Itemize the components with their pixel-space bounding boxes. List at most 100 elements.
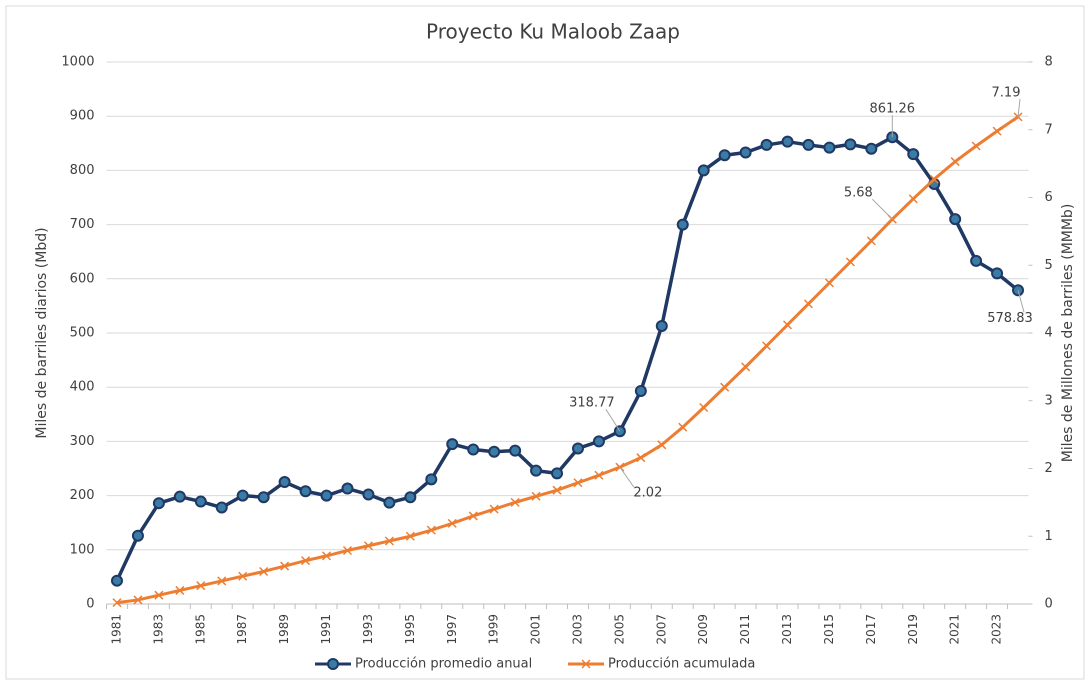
marker (321, 551, 332, 561)
marker (571, 442, 584, 455)
marker-stroke (301, 556, 311, 566)
marker-stroke (950, 157, 960, 167)
marker-stroke (468, 511, 478, 521)
x-tick-label: 1999 (487, 614, 501, 645)
data-label: 2.02 (633, 486, 662, 501)
x-tick-label: 1983 (151, 614, 165, 645)
marker-stroke (908, 194, 918, 204)
marker (803, 299, 814, 309)
y2-tick-label: 7 (1045, 122, 1053, 137)
marker (489, 504, 499, 514)
marker (865, 142, 878, 155)
marker (992, 126, 1002, 136)
marker-stroke (510, 497, 520, 507)
x-tick-label: 2019 (906, 614, 920, 645)
marker-stroke (657, 440, 667, 450)
marker (782, 320, 793, 330)
marker (320, 489, 333, 502)
marker (970, 254, 983, 267)
chart-title: Proyecto Ku Maloob Zaap (426, 20, 680, 44)
marker-stroke (782, 320, 793, 330)
leader-line (619, 466, 635, 488)
leader-line (871, 198, 893, 220)
marker (657, 440, 667, 450)
marker (592, 435, 605, 448)
y-tick-label: 100 (70, 542, 95, 557)
marker (154, 590, 164, 600)
marker-stroke (971, 141, 981, 151)
x-tick-label: 2011 (738, 614, 752, 645)
y2-tick-label: 8 (1045, 55, 1053, 70)
marker (131, 529, 144, 542)
marker (259, 566, 269, 577)
marker (384, 536, 394, 546)
marker (194, 495, 207, 508)
marker (676, 218, 689, 231)
marker-stroke (342, 545, 353, 556)
marker-stroke (447, 518, 457, 528)
marker (824, 278, 834, 288)
marker (760, 138, 773, 151)
marker-stroke (405, 531, 415, 541)
marker (196, 581, 206, 591)
marker-stroke (824, 278, 834, 288)
marker (383, 496, 396, 509)
marker (509, 444, 522, 457)
marker (991, 267, 1004, 280)
marker (238, 571, 248, 581)
marker (844, 138, 857, 151)
x-tick-label: 2021 (948, 614, 962, 645)
marker (405, 531, 415, 541)
marker-stroke (594, 470, 604, 480)
legend-label: Producción acumulada (608, 657, 755, 672)
y-tick-label: 900 (70, 109, 95, 124)
marker (488, 445, 501, 458)
x-tick-label: 1987 (235, 614, 249, 645)
marker (907, 148, 920, 161)
marker (363, 541, 373, 551)
marker-stroke (636, 453, 646, 463)
marker (720, 382, 730, 392)
y2-axis-label: Miles de Millones de barriles (MMMb) (1060, 204, 1076, 463)
marker-stroke (112, 598, 122, 608)
legend-marker (327, 658, 339, 670)
marker-stroke (384, 536, 394, 546)
y-tick-label: 200 (70, 488, 95, 503)
marker (110, 574, 123, 587)
marker-stroke (426, 525, 436, 535)
x-tick-label: 2009 (696, 614, 710, 645)
leader-line (605, 408, 621, 432)
marker (301, 556, 311, 566)
marker (594, 470, 604, 480)
marker (173, 490, 186, 503)
data-label: 318.77 (569, 396, 615, 411)
chart-border (5, 5, 1085, 680)
marker (845, 257, 855, 267)
marker (697, 164, 710, 177)
y-tick-label: 1000 (61, 55, 94, 70)
marker (741, 362, 751, 372)
marker (949, 213, 962, 226)
marker-stroke (992, 126, 1002, 136)
y-tick-label: 600 (70, 271, 95, 286)
marker (112, 598, 122, 608)
x-tick-label: 2013 (780, 614, 794, 645)
marker (133, 595, 143, 605)
marker (152, 497, 165, 510)
x-tick-label: 2007 (654, 614, 668, 645)
legend-label: Producción promedio anual (355, 657, 532, 672)
marker-stroke (552, 485, 562, 495)
data-label: 861.26 (870, 102, 916, 117)
marker-stroke (175, 585, 185, 595)
marker-stroke (762, 341, 772, 351)
marker-stroke (929, 174, 939, 184)
marker (447, 518, 457, 528)
marker-stroke (217, 576, 227, 586)
marker (634, 384, 647, 397)
marker (299, 485, 312, 498)
marker (404, 491, 417, 504)
marker (678, 422, 688, 432)
marker (468, 511, 478, 521)
marker (655, 319, 668, 332)
marker (552, 485, 562, 495)
